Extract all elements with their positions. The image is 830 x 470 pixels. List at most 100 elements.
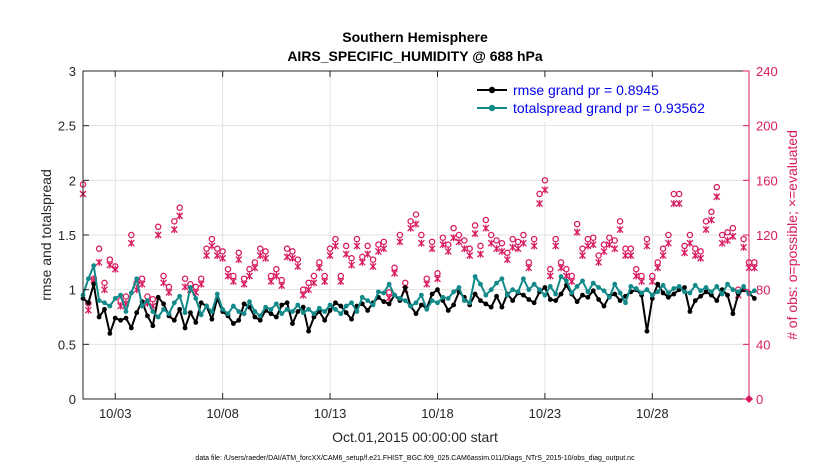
- rmse-point: [612, 291, 618, 297]
- rmse-point: [290, 321, 295, 326]
- spread-point: [128, 290, 134, 296]
- spread-point: [547, 283, 553, 289]
- rmse-point: [171, 317, 177, 323]
- spread-point: [655, 289, 661, 295]
- legend-spread-marker: [488, 104, 496, 112]
- obs-evaluated-point: [444, 247, 452, 255]
- obs-evaluated-point: [681, 249, 689, 257]
- obs-possible-point: [627, 245, 635, 252]
- spread-point: [741, 283, 747, 289]
- obs-evaluated-point: [181, 283, 189, 291]
- spread-point: [488, 287, 494, 293]
- obs-evaluated-point: [546, 272, 554, 280]
- obs-evaluated-point: [519, 239, 527, 247]
- obs-evaluated-point: [724, 236, 731, 244]
- obs-evaluated-point: [229, 277, 237, 285]
- obs-evaluated-point: [509, 243, 517, 251]
- spread-point: [483, 292, 489, 298]
- rmse-point: [709, 292, 714, 298]
- spread-point: [139, 303, 145, 309]
- rmse-point: [209, 316, 215, 322]
- rmse-point: [451, 302, 456, 308]
- rmse-point: [682, 285, 687, 290]
- spread-point: [225, 311, 231, 317]
- spread-point: [85, 276, 91, 282]
- rmse-point: [596, 297, 602, 302]
- spread-point: [386, 281, 392, 287]
- obs-evaluated-point: [471, 230, 479, 238]
- obs-evaluated-point: [648, 277, 656, 285]
- spread-point: [617, 290, 623, 296]
- obs-evaluated-point: [638, 277, 646, 285]
- rmse-point: [311, 314, 317, 320]
- obs-evaluated-point: [256, 252, 264, 259]
- spread-point: [230, 303, 236, 309]
- obs-evaluated-point: [750, 264, 758, 272]
- x-tick-label: 10/03: [99, 406, 132, 421]
- rmse-point: [666, 294, 671, 300]
- obs-possible-point: [208, 235, 216, 243]
- obs-possible-point: [659, 245, 667, 252]
- rmse-point: [257, 317, 263, 323]
- spread-point: [413, 300, 419, 306]
- spread-point: [472, 274, 478, 279]
- obs-possible-point: [606, 234, 613, 241]
- rmse-point: [300, 304, 306, 310]
- obs-possible-point: [520, 231, 527, 239]
- obs-evaluated-point: [643, 242, 651, 250]
- spread-point: [145, 298, 150, 303]
- obs-possible-point: [530, 235, 538, 243]
- obs-evaluated-point: [348, 261, 356, 269]
- rmse-point: [542, 285, 548, 290]
- obs-evaluated-point: [589, 241, 597, 249]
- spread-point: [306, 306, 311, 312]
- rmse-point: [123, 315, 129, 321]
- rmse-point: [107, 331, 113, 336]
- obs-evaluated-point: [664, 239, 672, 247]
- chart-title: Southern Hemisphere: [342, 29, 488, 45]
- spread-point: [161, 306, 166, 312]
- obs-possible-point: [369, 256, 377, 263]
- obs-evaluated-point: [450, 234, 458, 242]
- obs-evaluated-point: [315, 264, 323, 272]
- obs-evaluated-point: [224, 272, 232, 280]
- obs-evaluated-point: [369, 262, 377, 270]
- obs-evaluated-point: [423, 280, 431, 288]
- spread-point: [327, 302, 333, 308]
- rmse-point: [177, 306, 183, 312]
- rmse-point: [435, 287, 440, 293]
- obs-evaluated-point: [165, 288, 173, 296]
- spread-point: [343, 303, 349, 309]
- spread-point: [402, 298, 408, 303]
- obs-possible-point: [487, 231, 495, 239]
- rmse-point: [478, 298, 483, 303]
- obs-evaluated-point: [240, 280, 248, 288]
- spread-point: [290, 309, 295, 314]
- obs-evaluated-point: [552, 242, 560, 250]
- spread-point: [322, 309, 328, 314]
- obs-possible-point: [122, 293, 130, 300]
- axes: 10/03 10/08 10/13 10/18 10/23 10/28 0 0.5 1 1.5 2 2…: [58, 64, 778, 421]
- spread-point: [408, 303, 414, 309]
- obs-evaluated-point: [342, 250, 350, 258]
- rmse-point: [236, 317, 242, 323]
- rmse-point: [698, 293, 704, 299]
- rmse-point: [730, 311, 736, 317]
- spread-point: [606, 294, 612, 300]
- obs-evaluated-point: [267, 277, 275, 285]
- spread-point: [633, 286, 639, 291]
- spread-point: [365, 298, 371, 303]
- rmse-point: [102, 306, 107, 312]
- obs-possible-point: [482, 216, 490, 224]
- obs-possible-point: [552, 235, 559, 243]
- rmse-point: [198, 300, 204, 306]
- spread-point: [504, 292, 510, 298]
- obs-possible-point: [332, 235, 339, 243]
- series-layer: [79, 177, 758, 403]
- spread-point: [188, 285, 193, 290]
- spread-point: [725, 281, 730, 287]
- spread-point: [440, 294, 446, 300]
- rmse-point: [580, 292, 585, 298]
- rmse-point: [365, 308, 371, 313]
- spread-point: [193, 296, 199, 301]
